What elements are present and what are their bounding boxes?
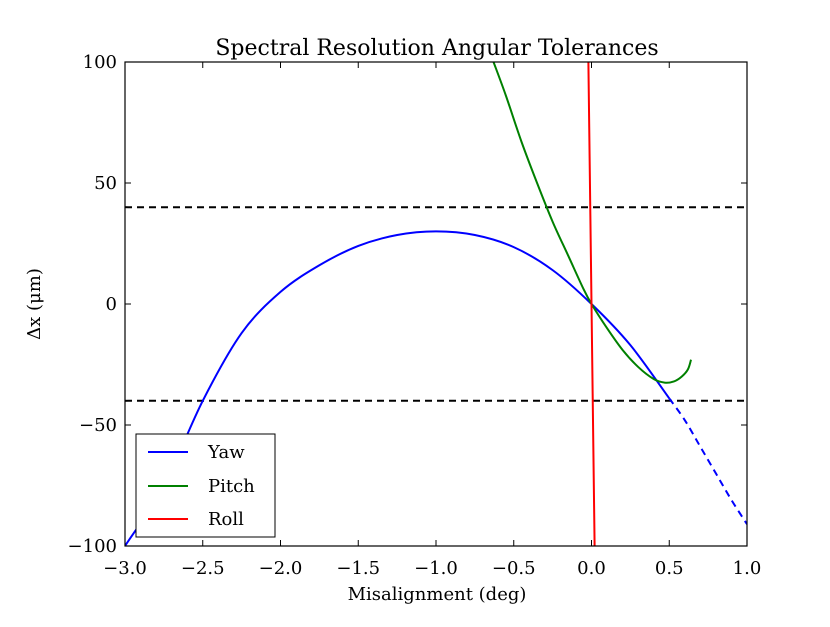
y-tick-label: 50 bbox=[94, 173, 117, 194]
chart-title: Spectral Resolution Angular Tolerances bbox=[215, 36, 658, 61]
x-tick-label: −3.0 bbox=[103, 558, 147, 579]
series-lines bbox=[125, 62, 747, 546]
y-axis-ticks: −100 −50 0 50 100 bbox=[68, 52, 747, 557]
series-line-pitch bbox=[492, 62, 692, 384]
x-tick-label: −2.5 bbox=[181, 558, 225, 579]
y-tick-label: 100 bbox=[83, 52, 117, 73]
x-tick-label: −2.0 bbox=[259, 558, 303, 579]
x-axis-label: Misalignment (deg) bbox=[348, 584, 527, 605]
y-tick-label: −100 bbox=[68, 536, 117, 557]
y-tick-label: −50 bbox=[79, 415, 117, 436]
x-tick-label: −1.5 bbox=[336, 558, 380, 579]
x-tick-label: 0.5 bbox=[655, 558, 684, 579]
x-tick-label: −0.5 bbox=[492, 558, 536, 579]
series-line-roll bbox=[587, 62, 596, 546]
x-tick-label: 1.0 bbox=[733, 558, 762, 579]
legend-label-pitch: Pitch bbox=[208, 476, 255, 497]
series-line-yaw bbox=[125, 230, 671, 546]
x-tick-label: 0.0 bbox=[577, 558, 606, 579]
x-tick-label: −1.0 bbox=[414, 558, 458, 579]
legend: Yaw Pitch Roll bbox=[135, 433, 276, 538]
legend-label-yaw: Yaw bbox=[207, 442, 245, 463]
series-line-yaw-extrapolated bbox=[668, 397, 747, 525]
legend-label-roll: Roll bbox=[208, 509, 244, 530]
y-axis-label: Δx (μm) bbox=[24, 268, 45, 340]
threshold-lines bbox=[125, 206, 747, 402]
x-axis-ticks: −3.0 −2.5 −2.0 −1.5 −1.0 −0.5 0.0 0.5 1.0 bbox=[103, 62, 761, 579]
y-tick-label: 0 bbox=[106, 294, 117, 315]
